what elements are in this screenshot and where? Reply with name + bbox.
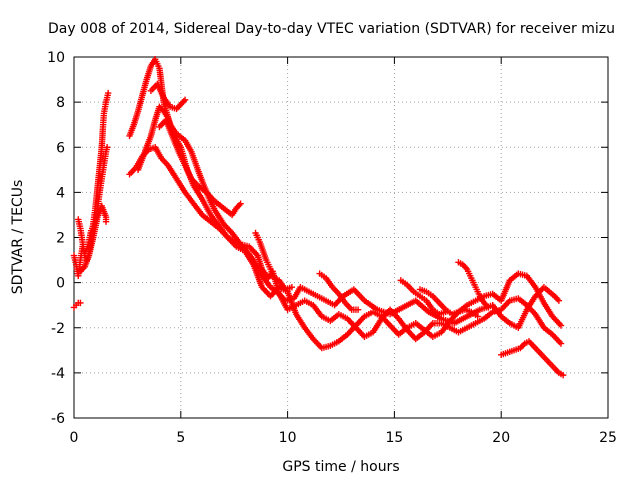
y-tick-label: -2 xyxy=(51,321,65,337)
series-mid-bumps xyxy=(252,229,296,293)
data-point xyxy=(103,144,111,151)
series-early-4 xyxy=(77,202,110,275)
y-tick-label: 10 xyxy=(47,50,65,66)
data-point xyxy=(288,283,296,291)
series-main-4 xyxy=(147,80,189,113)
data-point xyxy=(559,371,567,379)
series-late-2 xyxy=(416,286,481,320)
data-point xyxy=(77,299,84,307)
data-point xyxy=(557,340,565,347)
series-late-3 xyxy=(455,259,492,311)
series-late-4 xyxy=(498,338,567,379)
data-point xyxy=(354,306,362,313)
data-points xyxy=(70,56,567,379)
data-point xyxy=(181,96,189,104)
x-axis-label: GPS time / hours xyxy=(282,459,399,475)
series-early-1 xyxy=(70,299,84,311)
chart-title: Day 008 of 2014, Sidereal Day-to-day VTE… xyxy=(48,21,615,37)
y-tick-label: 6 xyxy=(56,140,65,156)
x-tick-label: 25 xyxy=(599,430,617,446)
y-tick-label: 8 xyxy=(56,95,65,111)
axis-ticks xyxy=(73,56,609,419)
grid-lines xyxy=(74,57,608,418)
data-point xyxy=(104,89,112,97)
y-tick-label: 2 xyxy=(56,231,65,247)
y-tick-label: 0 xyxy=(56,276,65,292)
y-tick-label: -4 xyxy=(51,366,65,382)
data-point xyxy=(474,313,481,320)
x-tick-label: 0 xyxy=(70,430,79,446)
y-tick-labels: -6 -4 -2 0 2 4 6 8 10 xyxy=(47,50,65,427)
y-tick-label: -6 xyxy=(51,411,65,427)
series-main-5 xyxy=(156,116,244,219)
y-axis-label: SDTVAR / TECUs xyxy=(10,180,26,295)
x-tick-label: 20 xyxy=(492,430,510,446)
y-tick-label: 4 xyxy=(56,185,65,201)
x-tick-label: 10 xyxy=(279,430,297,446)
data-point xyxy=(102,218,110,225)
x-tick-label: 15 xyxy=(385,430,403,446)
data-point xyxy=(557,322,565,329)
series-main-1 xyxy=(126,56,563,331)
data-point xyxy=(237,200,244,207)
data-point xyxy=(485,304,492,311)
x-tick-labels: 0 5 10 15 20 25 xyxy=(70,430,617,446)
series-mid-bumps-2 xyxy=(316,270,362,313)
data-point xyxy=(555,297,563,304)
x-tick-label: 5 xyxy=(176,430,185,446)
series-late-1 xyxy=(397,277,449,318)
